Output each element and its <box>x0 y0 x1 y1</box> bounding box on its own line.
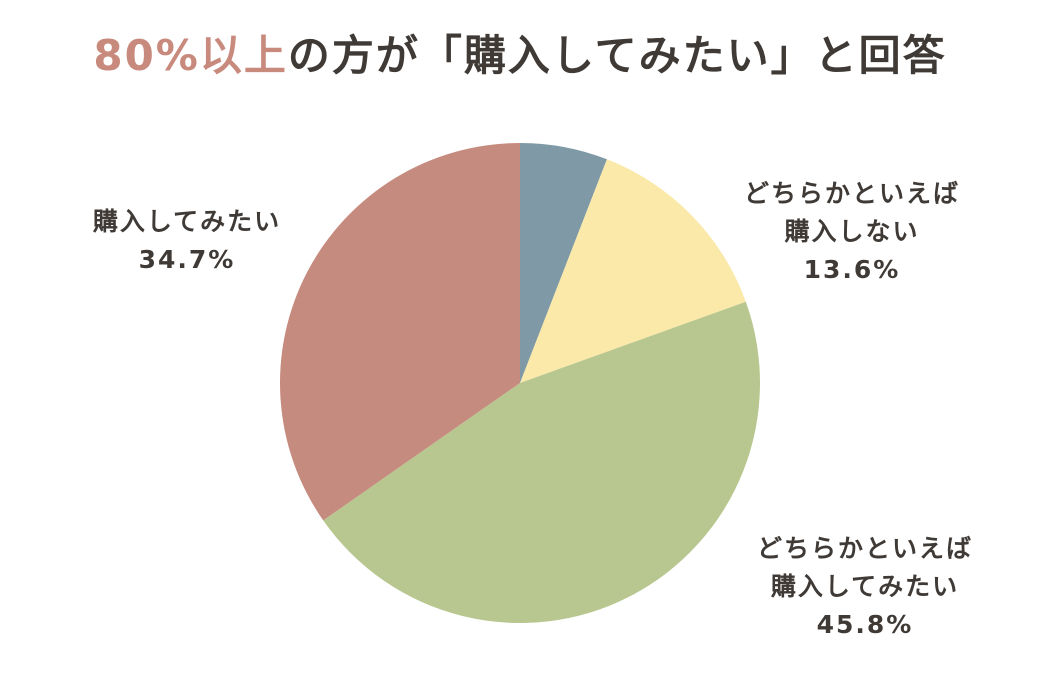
pie-slice-2 <box>323 301 761 624</box>
pie-slice-3 <box>280 143 520 521</box>
label-lean-buy-line1: どちらかといえば <box>756 534 973 563</box>
pie-slice-0 <box>520 143 607 383</box>
label-lean-not-buy-value: 13.6% <box>803 255 901 284</box>
label-lean-buy-line2: 購入してみたい <box>770 572 960 601</box>
pie-slice-1 <box>520 159 746 383</box>
label-lean-buy-value: 45.8% <box>816 610 914 639</box>
label-buy-line1: 購入してみたい <box>92 207 282 236</box>
label-lean-not-buy-line1: どちらかといえば <box>743 179 960 208</box>
label-lean-buy: どちらかといえば 購入してみたい 45.8% <box>700 530 1030 644</box>
label-lean-not-buy: どちらかといえば 購入しない 13.6% <box>712 175 992 289</box>
chart-title: 80%以上の方が「購入してみたい」と回答 <box>0 22 1040 83</box>
label-buy-value: 34.7% <box>138 245 236 274</box>
label-buy: 購入してみたい 34.7% <box>52 203 322 279</box>
title-highlight: 80%以上 <box>93 31 288 80</box>
label-lean-not-buy-line2: 購入しない <box>784 217 920 246</box>
title-rest: の方が「購入してみたい」と回答 <box>287 31 947 80</box>
